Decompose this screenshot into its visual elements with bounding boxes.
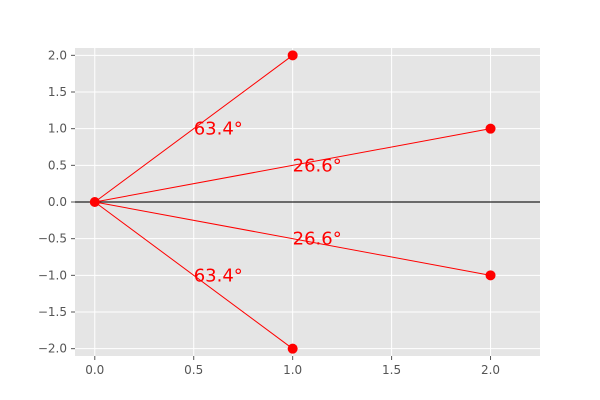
series-line-segment [94, 54, 293, 203]
y-tick-label: 2.0 [48, 48, 67, 62]
y-tick-label: −1.5 [38, 305, 67, 319]
series-line-segment [94, 201, 491, 276]
endpoint-marker [287, 343, 298, 354]
series-segments [94, 54, 491, 350]
origin-point [89, 197, 100, 207]
x-tick-label: 0.5 [184, 363, 203, 377]
series-line-segment [94, 201, 293, 350]
x-tick-label: 1.5 [382, 363, 401, 377]
angle-annotation: 26.6° [293, 229, 342, 250]
y-tick-label: 0.0 [48, 195, 67, 209]
angle-annotation: 63.4° [194, 119, 243, 140]
endpoint-marker [485, 123, 496, 134]
angle-annotation: 63.4° [194, 265, 243, 286]
x-tick-label: 2.0 [481, 363, 500, 377]
series-points [89, 50, 496, 354]
y-tick-label: 1.0 [48, 122, 67, 136]
y-tick-label: 1.5 [48, 85, 67, 99]
y-tick-label: −0.5 [38, 232, 67, 246]
y-tick-label: −2.0 [38, 342, 67, 356]
y-tick-label: 0.5 [48, 158, 67, 172]
x-tick-label: 0.0 [85, 363, 104, 377]
x-axis-ticks: 0.0 0.5 1.0 1.5 2.0 [85, 356, 500, 377]
endpoint-marker [287, 50, 298, 61]
y-tick-label: −1.0 [38, 268, 67, 282]
angle-annotations: 63.4° 26.6° 26.6° 63.4° [194, 119, 342, 287]
x-tick-label: 1.0 [283, 363, 302, 377]
series-line-segment [94, 128, 491, 203]
angle-annotation: 26.6° [293, 155, 342, 176]
y-axis-ticks: −2.0 −1.5 −1.0 −0.5 0.0 0.5 1.0 1.5 2.0 [38, 48, 75, 356]
endpoint-marker [485, 270, 496, 281]
